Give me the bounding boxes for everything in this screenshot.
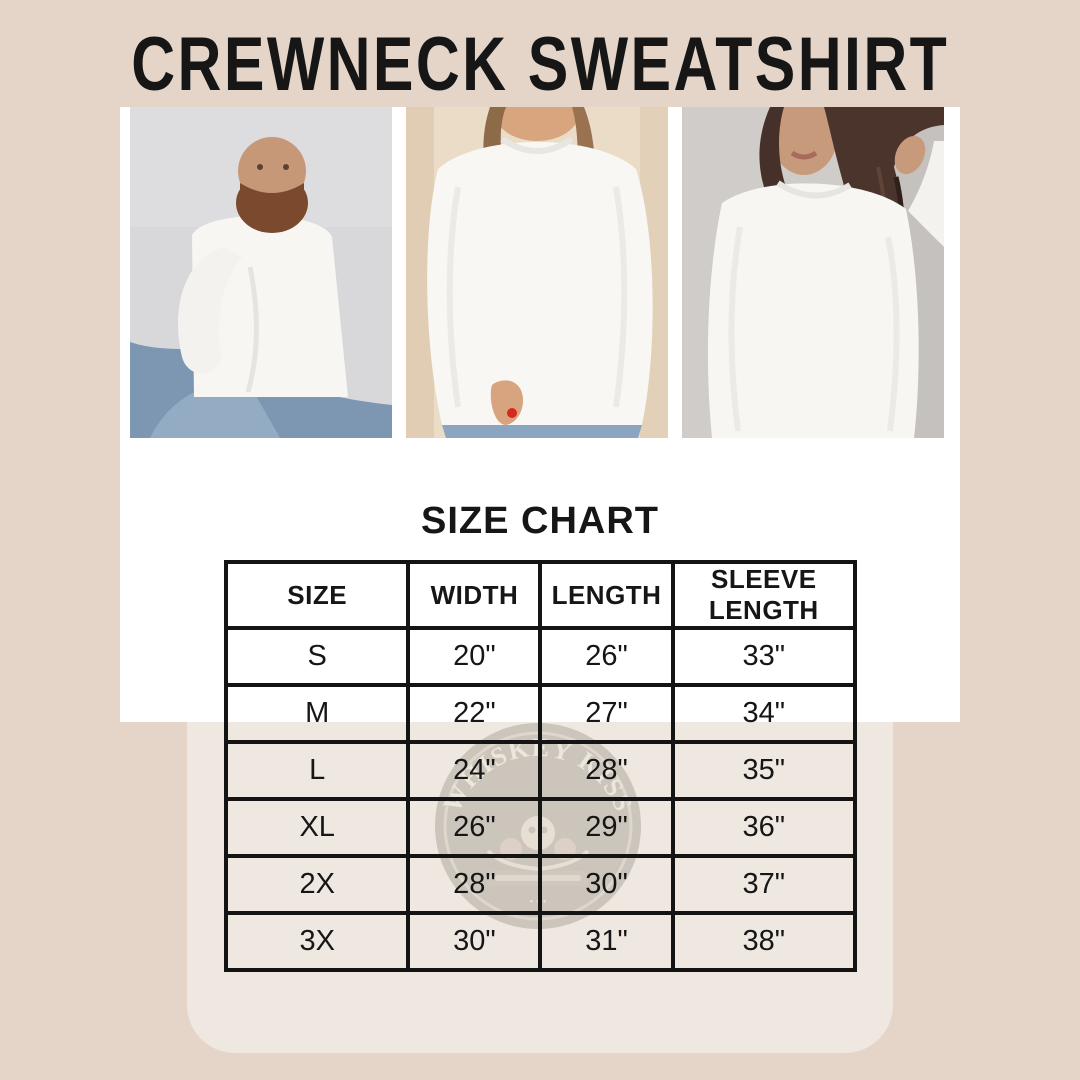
measurement-cell: 26"	[406, 797, 543, 858]
measurement-cell: 27"	[538, 683, 675, 744]
table-row: XL 26" 29" 36"	[223, 797, 858, 858]
measurement-cell: 28"	[538, 740, 675, 801]
size-chart-heading: SIZE CHART	[421, 500, 659, 542]
size-table-body: S 20" 26" 33" M 22" 27" 34" L 24" 28" 35" XL 26" 29" 36…	[223, 626, 858, 972]
measurement-cell: 31"	[538, 911, 675, 972]
measurement-cell: 20"	[406, 626, 543, 687]
measurement-cell: 34"	[670, 683, 858, 744]
measurement-cell: 30"	[538, 854, 675, 915]
measurement-cell: 36"	[670, 797, 858, 858]
column-header: SLEEVE LENGTH	[670, 560, 858, 630]
size-cell: M	[223, 683, 411, 744]
size-chart-table: SIZE WIDTH LENGTH SLEEVE LENGTH S 20" 26" 33" M…	[223, 560, 858, 972]
measurement-cell: 28"	[406, 854, 543, 915]
measurement-cell: 35"	[670, 740, 858, 801]
size-cell: L	[223, 740, 411, 801]
measurement-cell: 24"	[406, 740, 543, 801]
table-row: 2X 28" 30" 37"	[223, 854, 858, 915]
photo-model-man	[130, 107, 392, 438]
table-row: 3X 30" 31" 38"	[223, 911, 858, 972]
measurement-cell: 38"	[670, 911, 858, 972]
size-cell: 3X	[223, 911, 411, 972]
size-cell: XL	[223, 797, 411, 858]
page-title-text: CREWNECK SWEATSHIRT	[131, 21, 949, 107]
measurement-cell: 30"	[406, 911, 543, 972]
measurement-cell: 26"	[538, 626, 675, 687]
column-header: WIDTH	[406, 560, 543, 630]
photo-strip	[120, 107, 960, 438]
photo-model-woman-hair	[682, 107, 944, 438]
table-row: S 20" 26" 33"	[223, 626, 858, 687]
page-title: CREWNECK SWEATSHIRT	[0, 21, 1080, 107]
photo-model-woman-pocket	[406, 107, 668, 438]
size-cell: S	[223, 626, 411, 687]
table-row: M 22" 27" 34"	[223, 683, 858, 744]
column-header: SIZE	[223, 560, 411, 630]
size-cell: 2X	[223, 854, 411, 915]
size-table-head-row: SIZE WIDTH LENGTH SLEEVE LENGTH	[223, 560, 858, 630]
measurement-cell: 37"	[670, 854, 858, 915]
column-header: LENGTH	[538, 560, 675, 630]
table-row: L 24" 28" 35"	[223, 740, 858, 801]
measurement-cell: 22"	[406, 683, 543, 744]
measurement-cell: 33"	[670, 626, 858, 687]
measurement-cell: 29"	[538, 797, 675, 858]
